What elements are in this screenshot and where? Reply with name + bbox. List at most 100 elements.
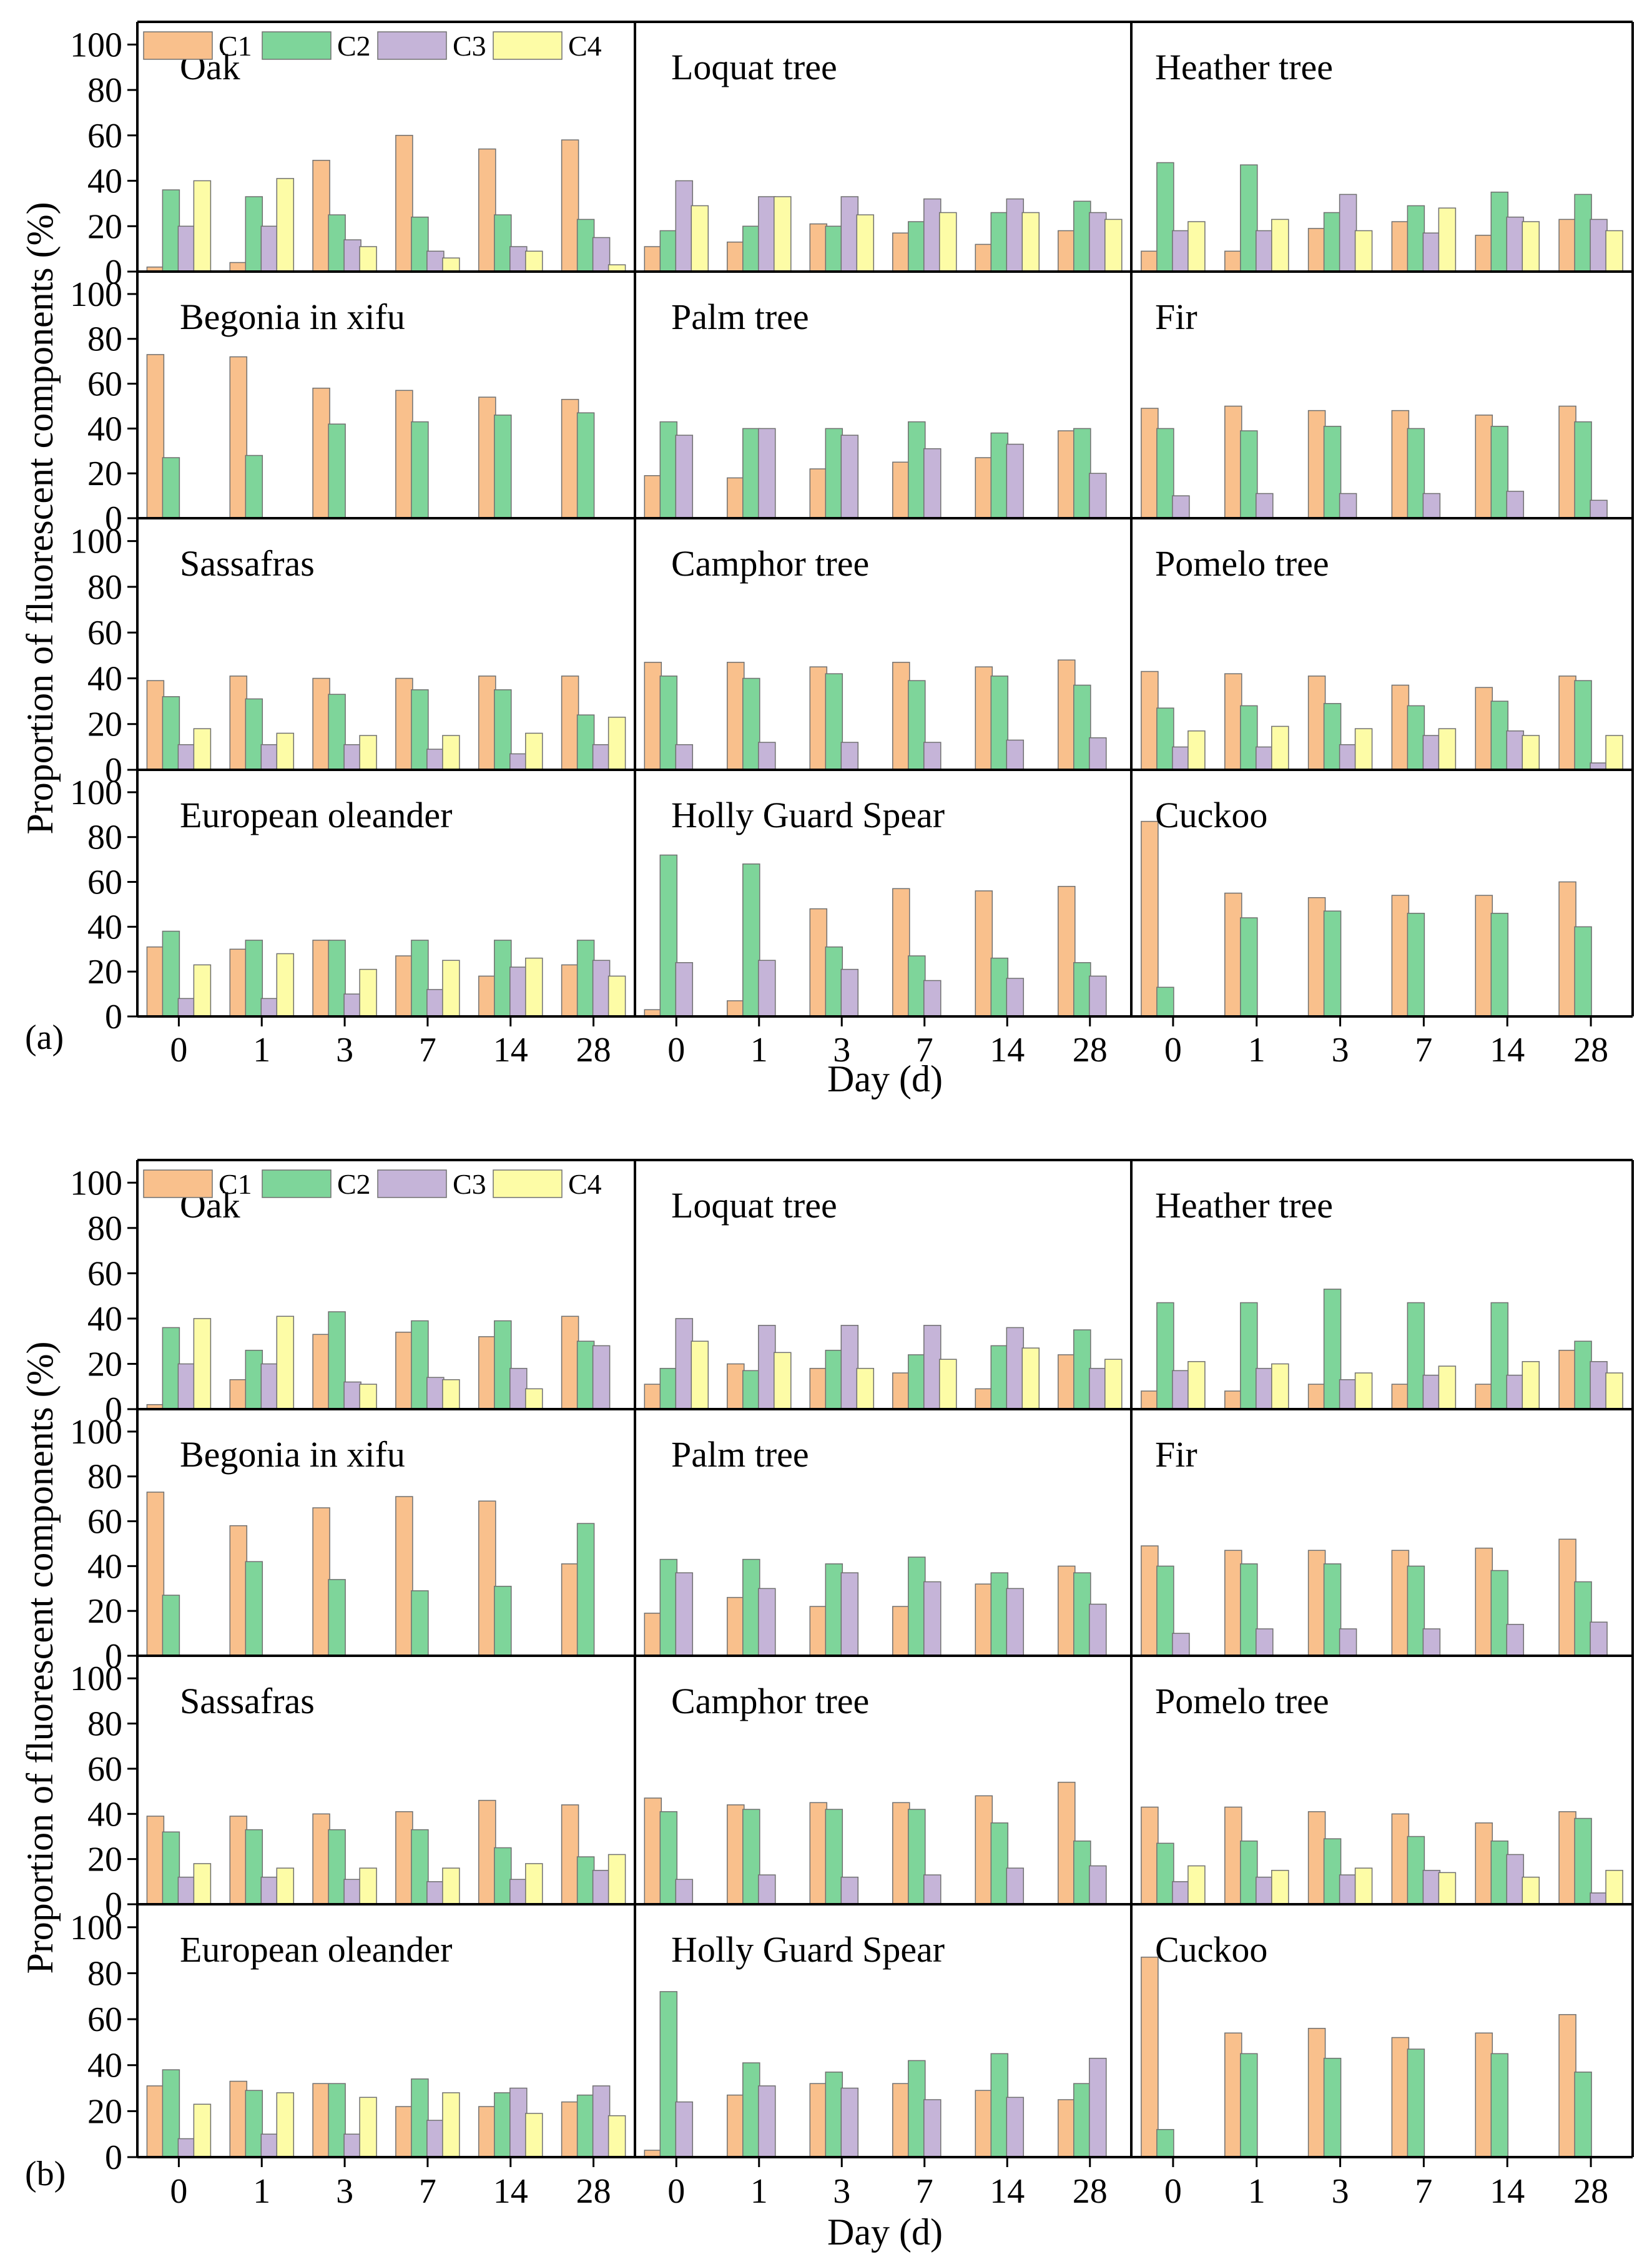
bar-c4-7 bbox=[442, 735, 460, 770]
bar-c2-28 bbox=[576, 1523, 595, 1656]
bar-c1-1 bbox=[1224, 2032, 1242, 2158]
panel-1-1: Loquat tree bbox=[644, 1185, 1123, 1410]
bar-c3-28 bbox=[1590, 1621, 1608, 1656]
bar-c1-14 bbox=[478, 975, 496, 1017]
bar-c3-28 bbox=[1590, 1892, 1608, 1905]
bar-c2-1 bbox=[742, 1558, 760, 1656]
bar-c2-14 bbox=[990, 1822, 1009, 1905]
bar-c1-14 bbox=[975, 1795, 993, 1905]
panel-0-6: Sassafras 0 20 40 60 80 100 bbox=[70, 523, 626, 790]
bar-c1-14 bbox=[478, 676, 496, 770]
bar-c1-7 bbox=[1391, 1384, 1410, 1410]
bar-c2-1 bbox=[742, 225, 760, 272]
panel-title: Fir bbox=[1155, 1434, 1197, 1475]
bar-c1-28 bbox=[1058, 2099, 1076, 2158]
bar-c2-1 bbox=[1240, 705, 1258, 770]
bar-c4-7 bbox=[939, 212, 957, 272]
bar-c4-28 bbox=[607, 2115, 626, 2158]
bar-c2-7 bbox=[411, 216, 429, 272]
bar-c4-0 bbox=[193, 180, 212, 272]
y-tick-label: 0 bbox=[105, 1886, 122, 1924]
bar-c2-3 bbox=[825, 1809, 843, 1905]
bar-c1-1 bbox=[229, 676, 248, 770]
panel-1-3: Begonia in xifu 0 20 40 60 80 100 bbox=[70, 1413, 595, 1676]
bar-c3-0 bbox=[675, 180, 694, 272]
panel-title: Camphor tree bbox=[671, 1681, 869, 1721]
panel-1-2: Heather tree bbox=[1141, 1185, 1623, 1410]
y-tick-label: 80 bbox=[87, 1954, 122, 1993]
bar-c1-7 bbox=[395, 955, 413, 1017]
bar-c3-7 bbox=[426, 250, 445, 272]
bar-c3-3 bbox=[343, 993, 361, 1017]
bar-c4-0 bbox=[193, 964, 212, 1017]
x-tick-label: 3 bbox=[833, 2172, 850, 2211]
panel-1-6: Sassafras 0 20 40 60 80 100 bbox=[70, 1660, 626, 1924]
panel-title: Loquat tree bbox=[671, 47, 837, 87]
bar-c1-14 bbox=[478, 148, 496, 272]
y-tick-label: 0 bbox=[105, 253, 122, 292]
bar-c4-28 bbox=[607, 716, 626, 770]
bar-c2-3 bbox=[328, 214, 346, 272]
bar-c2-14 bbox=[990, 1572, 1009, 1656]
x-tick-label: 3 bbox=[1332, 2172, 1349, 2211]
bar-c2-28 bbox=[1073, 684, 1091, 770]
bar-c1-1 bbox=[727, 2094, 745, 2158]
bar-c1-28 bbox=[1558, 2014, 1576, 2158]
bar-c1-0 bbox=[1141, 671, 1159, 770]
panel-title: Cuckoo bbox=[1155, 1929, 1267, 1970]
legend-label-c3: C3 bbox=[453, 1168, 486, 1200]
bar-c2-14 bbox=[494, 2092, 512, 2158]
bar-c1-0 bbox=[146, 680, 165, 770]
bar-c4-1 bbox=[1271, 725, 1289, 770]
panel-0-11: Cuckoo bbox=[1141, 795, 1592, 1017]
y-tick-label: 80 bbox=[87, 568, 122, 607]
bar-c2-1 bbox=[1240, 2053, 1258, 2158]
bar-c3-7 bbox=[1422, 232, 1441, 272]
panel-0-9: European oleander 0 20 40 60 80 100 bbox=[70, 774, 626, 1036]
bar-c2-0 bbox=[659, 854, 678, 1017]
bar-c2-28 bbox=[576, 714, 595, 770]
bar-c3-7 bbox=[1422, 1869, 1441, 1905]
bar-c1-3 bbox=[1307, 1550, 1326, 1656]
x-tick-label: 28 bbox=[1573, 2172, 1608, 2211]
bar-c1-3 bbox=[312, 1507, 330, 1656]
bar-c1-3 bbox=[1307, 228, 1326, 272]
y-tick-label: 0 bbox=[105, 499, 122, 538]
legend-label-c3: C3 bbox=[453, 30, 486, 62]
y-tick-label: 40 bbox=[87, 1795, 122, 1834]
bar-c2-3 bbox=[825, 946, 843, 1017]
bar-c1-28 bbox=[561, 1315, 579, 1410]
bar-c4-1 bbox=[276, 732, 295, 770]
y-axis-title: Proportion of fluorescent components (%) bbox=[19, 202, 61, 834]
bar-c1-28 bbox=[561, 1804, 579, 1905]
bar-c4-1 bbox=[1271, 219, 1289, 272]
bar-c1-28 bbox=[1058, 1354, 1076, 1410]
y-tick-label: 60 bbox=[87, 365, 122, 404]
panel-0-8: Pomelo tree bbox=[1141, 543, 1623, 770]
x-tick-label: 1 bbox=[1248, 2172, 1266, 2211]
bar-c1-0 bbox=[146, 946, 165, 1017]
bar-c4-0 bbox=[1187, 221, 1206, 272]
bar-c1-7 bbox=[1391, 2037, 1410, 2158]
y-tick-label: 20 bbox=[87, 207, 122, 246]
bar-c3-3 bbox=[343, 1381, 361, 1410]
bar-c1-3 bbox=[1307, 676, 1326, 770]
bar-c1-3 bbox=[312, 1334, 330, 1410]
bar-c2-7 bbox=[908, 2060, 926, 2158]
bar-c2-7 bbox=[908, 1354, 926, 1410]
bar-c2-7 bbox=[1407, 1302, 1425, 1410]
bar-c2-7 bbox=[411, 1320, 429, 1410]
bar-c2-3 bbox=[328, 423, 346, 519]
bar-c2-1 bbox=[1240, 164, 1258, 272]
bar-c2-28 bbox=[1574, 1817, 1592, 1905]
bar-c1-3 bbox=[312, 387, 330, 519]
bar-c3-3 bbox=[840, 1572, 859, 1656]
panel-1-7: Camphor tree bbox=[644, 1681, 1107, 1905]
x-tick-label: 0 bbox=[170, 1031, 187, 1070]
bar-c3-28 bbox=[1089, 737, 1107, 770]
bar-c2-0 bbox=[1156, 986, 1174, 1017]
bar-c3-14 bbox=[1006, 1867, 1025, 1905]
legend-label-c1: C1 bbox=[219, 1168, 252, 1200]
